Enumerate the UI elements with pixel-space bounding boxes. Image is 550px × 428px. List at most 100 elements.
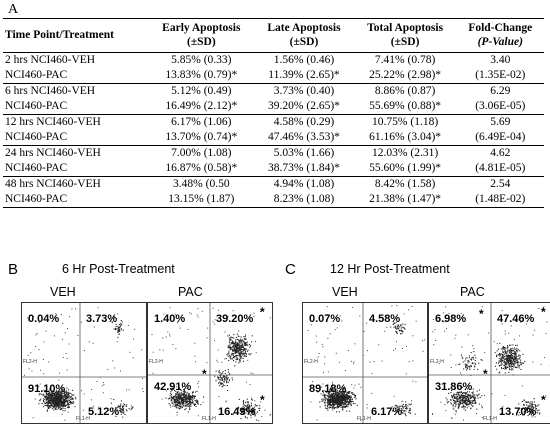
event-dot — [337, 399, 339, 401]
event-dot — [401, 330, 403, 332]
event-dot — [103, 382, 104, 383]
event-dot — [540, 363, 542, 365]
event-dot — [458, 397, 460, 399]
event-dot — [189, 400, 191, 402]
event-dot — [180, 402, 182, 404]
event-dot — [244, 339, 246, 340]
event-dot — [183, 405, 185, 407]
event-dot — [511, 356, 513, 358]
event-dot — [236, 345, 238, 347]
event-dot — [469, 367, 471, 369]
event-dot — [334, 402, 336, 404]
event-dot — [24, 374, 25, 376]
event-dot — [176, 386, 178, 388]
event-dot — [57, 404, 59, 406]
event-dot — [240, 339, 242, 341]
event-dot — [55, 401, 57, 403]
event-dot — [455, 393, 457, 395]
event-dot — [519, 358, 521, 360]
event-dot — [231, 342, 233, 344]
event-dot — [512, 362, 514, 364]
event-dot — [464, 398, 466, 400]
event-dot — [463, 392, 465, 394]
event-dot — [400, 327, 402, 329]
event-dot — [73, 394, 75, 396]
event-dot — [51, 396, 53, 398]
event-dot — [500, 357, 502, 359]
event-dot — [248, 353, 250, 355]
event-dot — [521, 362, 523, 364]
event-dot — [81, 390, 83, 392]
event-dot — [68, 404, 70, 406]
event-dot — [165, 397, 167, 399]
event-dot — [190, 396, 192, 398]
event-dot — [55, 395, 57, 397]
event-dot — [109, 319, 110, 320]
event-dot — [219, 376, 221, 378]
event-dot — [120, 411, 122, 413]
event-dot — [245, 334, 247, 336]
event-dot — [332, 389, 334, 391]
event-dot — [450, 367, 452, 368]
event-dot — [235, 351, 237, 353]
table-row: NCI460-PAC 13.83% (0.79)* 11.39% (2.65)* 25… — [3, 68, 544, 84]
event-dot — [64, 400, 66, 402]
event-dot — [471, 402, 473, 404]
event-dot — [348, 400, 350, 402]
event-dot — [46, 399, 48, 401]
event-dot — [39, 383, 41, 385]
event-dot — [175, 404, 177, 406]
event-dot — [465, 402, 467, 404]
event-dot — [90, 399, 92, 401]
event-dot — [531, 401, 533, 403]
event-dot — [220, 383, 222, 385]
event-dot — [51, 392, 53, 394]
event-dot — [529, 411, 531, 413]
event-dot — [234, 340, 236, 342]
event-dot — [517, 358, 519, 360]
event-dot — [396, 406, 398, 408]
event-dot — [227, 371, 229, 373]
event-dot — [459, 402, 461, 404]
event-dot — [222, 386, 224, 388]
event-dot — [122, 408, 124, 410]
event-dot — [502, 351, 504, 353]
event-dot — [127, 325, 129, 326]
event-dot — [339, 400, 341, 402]
event-dot — [243, 413, 245, 415]
event-dot — [349, 399, 351, 401]
event-dot — [525, 409, 527, 411]
event-dot — [67, 393, 69, 395]
event-dot — [184, 397, 186, 399]
event-dot — [68, 406, 70, 408]
event-dot — [504, 355, 506, 357]
event-dot — [473, 394, 475, 396]
event-dot — [454, 396, 456, 398]
event-dot — [151, 334, 153, 335]
event-dot — [323, 395, 325, 397]
event-dot — [472, 393, 474, 395]
event-dot — [59, 394, 61, 396]
event-dot — [176, 398, 178, 400]
event-dot — [120, 323, 122, 325]
event-dot — [501, 359, 503, 361]
event-dot — [47, 393, 49, 395]
event-dot — [232, 341, 234, 343]
event-dot — [317, 391, 319, 393]
event-dot — [402, 327, 404, 329]
event-dot — [324, 397, 326, 399]
event-dot — [334, 395, 336, 397]
event-dot — [234, 344, 236, 346]
event-dot — [185, 407, 187, 409]
event-dot — [448, 401, 450, 403]
event-dot — [243, 340, 245, 342]
event-dot — [515, 361, 517, 363]
event-dot — [331, 397, 333, 399]
panel-b-veh-label: VEH — [50, 285, 76, 299]
event-dot — [27, 355, 29, 357]
event-dot — [329, 395, 331, 397]
event-dot — [260, 401, 262, 403]
event-dot — [43, 341, 45, 343]
event-dot — [327, 393, 329, 395]
event-dot — [190, 313, 192, 315]
